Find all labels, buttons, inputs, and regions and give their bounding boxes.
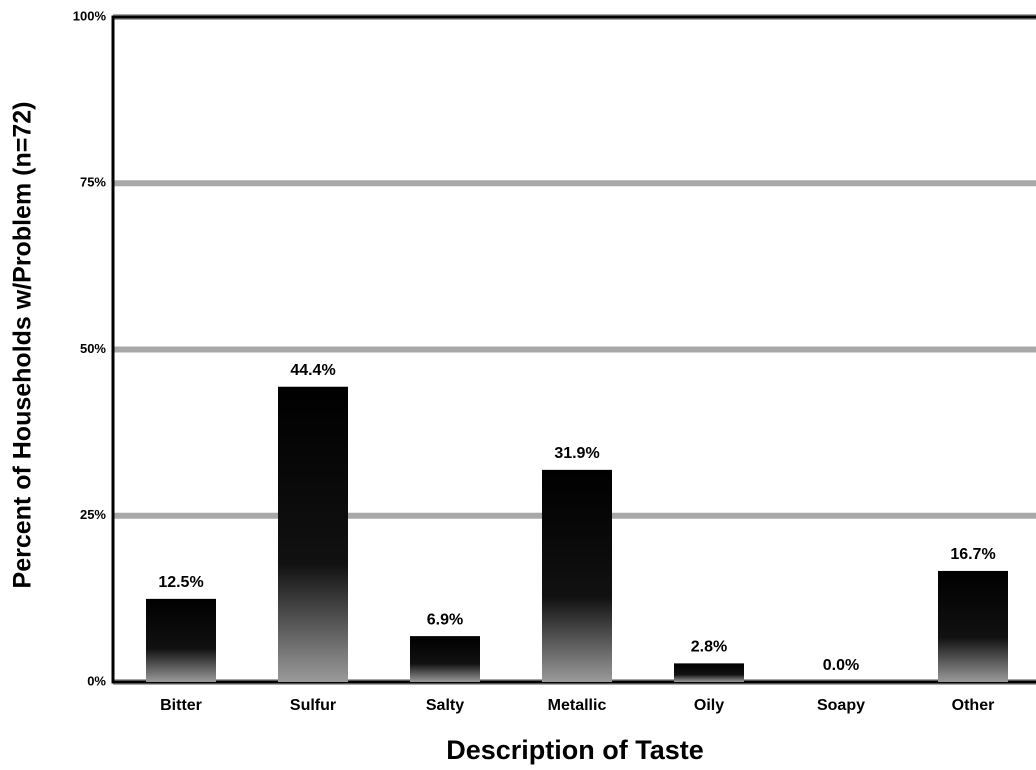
value-label: 6.9% [427,611,463,628]
value-label: 2.8% [691,639,727,656]
y-tick-label: 50% [80,341,106,356]
value-label: 44.4% [290,362,335,379]
value-label: 31.9% [554,445,599,462]
x-tick-label: Sulfur [290,697,336,714]
y-tick-label: 75% [80,175,106,190]
bar [938,570,1008,682]
bar [410,636,480,682]
x-axis-label: Description of Taste [446,735,704,765]
bar [542,469,612,682]
value-label: 12.5% [158,574,203,591]
x-tick-label: Salty [426,697,464,714]
x-tick-label: Other [952,697,995,714]
x-tick-label: Metallic [548,697,607,714]
y-axis-label: Percent of Households w/Problem (n=72) [9,102,37,589]
x-tick-label: Soapy [817,697,865,714]
bar [674,663,744,682]
value-label: 0.0% [823,657,859,674]
bar [146,598,216,682]
y-tick-label: 25% [80,507,106,522]
x-tick-label: Oily [694,697,724,714]
x-tick-label: Bitter [160,697,202,714]
y-tick-label: 0% [87,673,106,688]
value-label: 16.7% [950,546,995,563]
bar [278,386,348,682]
y-tick-label: 100% [73,8,107,23]
